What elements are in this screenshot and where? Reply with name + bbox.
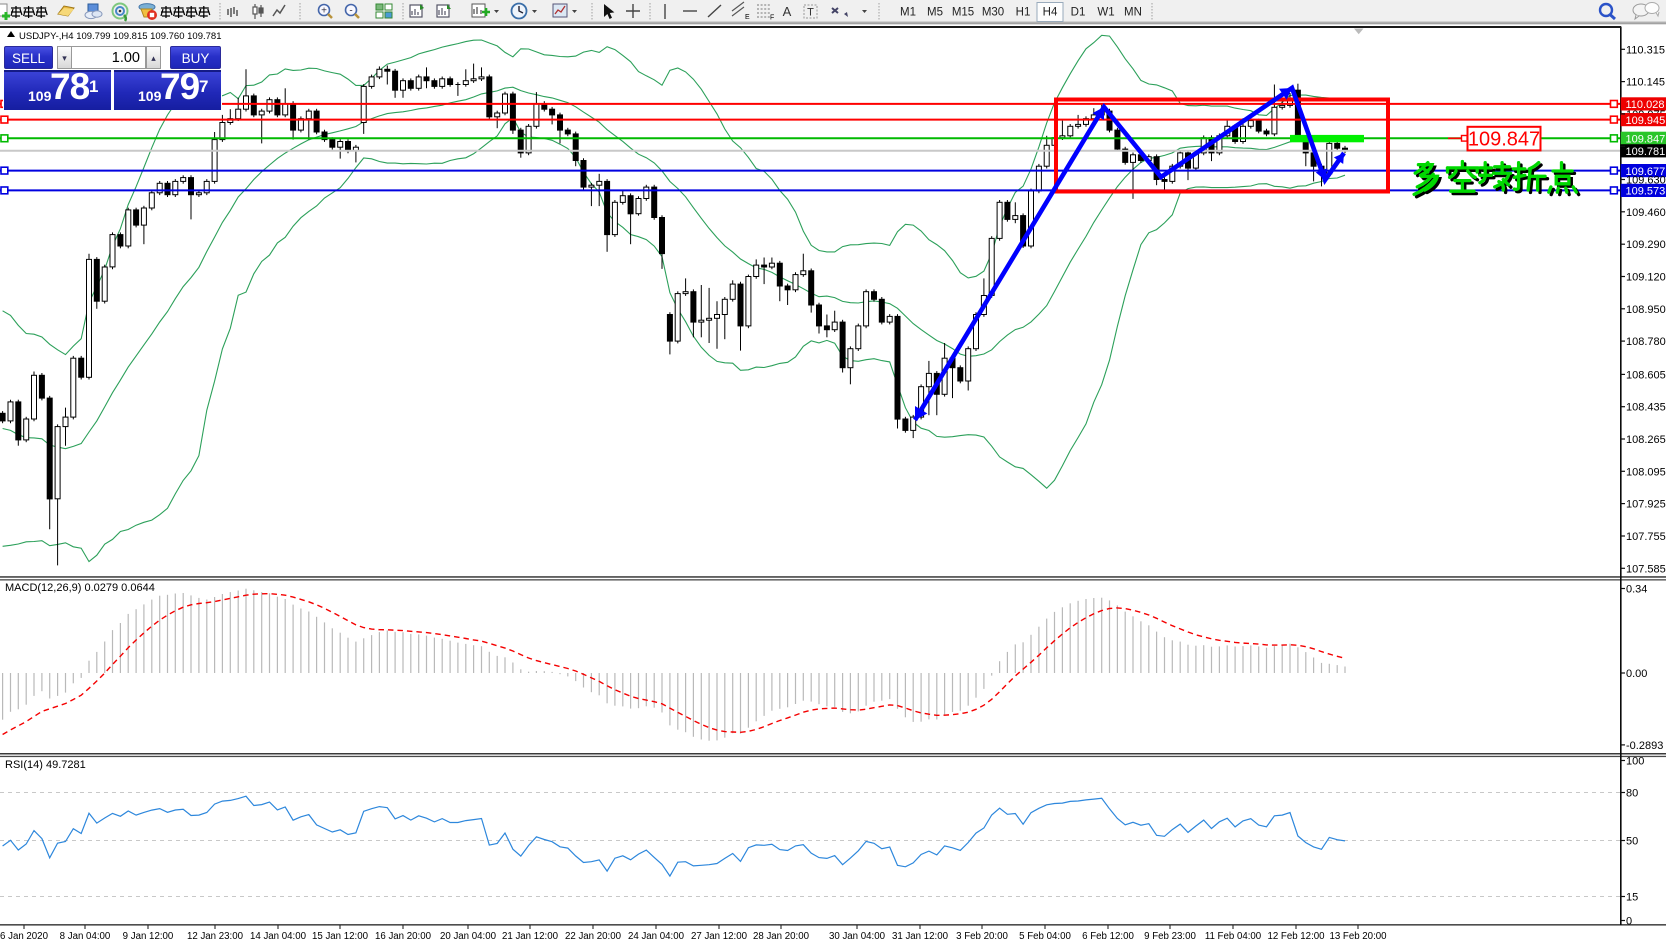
svg-text:108.605: 108.605 bbox=[1626, 369, 1666, 381]
svg-text:MACD(12,26,9) 0.0279 0.0644: MACD(12,26,9) 0.0279 0.0644 bbox=[5, 582, 155, 594]
svg-text:110.145: 110.145 bbox=[1626, 77, 1665, 89]
svg-text:28 Jan 20:00: 28 Jan 20:00 bbox=[753, 931, 810, 942]
svg-text:109.120: 109.120 bbox=[1626, 272, 1666, 284]
svg-text:0.34: 0.34 bbox=[1626, 584, 1647, 596]
svg-text:RSI(14) 49.7281: RSI(14) 49.7281 bbox=[5, 759, 86, 771]
svg-text:100: 100 bbox=[1626, 756, 1644, 768]
svg-text:107.755: 107.755 bbox=[1626, 531, 1666, 543]
svg-text:+: + bbox=[321, 6, 327, 17]
svg-text:109.847: 109.847 bbox=[1468, 129, 1540, 151]
svg-text:M15: M15 bbox=[952, 7, 974, 19]
svg-text:A: A bbox=[783, 4, 792, 19]
svg-text:6 Feb 12:00: 6 Feb 12:00 bbox=[1082, 931, 1134, 942]
svg-text:5 Feb 04:00: 5 Feb 04:00 bbox=[1019, 931, 1071, 942]
svg-text:109.573: 109.573 bbox=[1626, 186, 1666, 198]
svg-text:USDJPY-,H4 109.799 109.815 10: USDJPY-,H4 109.799 109.815 109.760 109.7… bbox=[19, 31, 221, 42]
svg-text:13 Feb 20:00: 13 Feb 20:00 bbox=[1329, 931, 1387, 942]
svg-text:M30: M30 bbox=[982, 7, 1004, 19]
svg-text:F: F bbox=[770, 15, 774, 22]
svg-text:12 Jan 23:00: 12 Jan 23:00 bbox=[187, 931, 244, 942]
svg-text:30 Jan 04:00: 30 Jan 04:00 bbox=[829, 931, 886, 942]
svg-text:15: 15 bbox=[1626, 892, 1638, 904]
svg-text:108.265: 108.265 bbox=[1626, 434, 1666, 446]
svg-text:110.028: 110.028 bbox=[1626, 99, 1665, 111]
svg-text:109.460: 109.460 bbox=[1626, 207, 1666, 219]
svg-text:21 Jan 12:00: 21 Jan 12:00 bbox=[502, 931, 559, 942]
svg-text:108.095: 108.095 bbox=[1626, 466, 1666, 478]
svg-text:H4: H4 bbox=[1043, 7, 1058, 19]
svg-text:109.847: 109.847 bbox=[1626, 134, 1666, 146]
svg-text:15 Jan 12:00: 15 Jan 12:00 bbox=[312, 931, 369, 942]
svg-text:-0.2893: -0.2893 bbox=[1626, 740, 1663, 752]
svg-text:D1: D1 bbox=[1071, 7, 1086, 19]
svg-text:11 Feb 04:00: 11 Feb 04:00 bbox=[1205, 931, 1262, 942]
svg-text:3 Feb 20:00: 3 Feb 20:00 bbox=[956, 931, 1008, 942]
svg-text:14 Jan 04:00: 14 Jan 04:00 bbox=[250, 931, 307, 942]
svg-text:50: 50 bbox=[1626, 836, 1638, 848]
svg-text:9 Jan 12:00: 9 Jan 12:00 bbox=[123, 931, 174, 942]
svg-text:E: E bbox=[745, 14, 750, 21]
svg-text:9 Feb 23:00: 9 Feb 23:00 bbox=[1144, 931, 1196, 942]
svg-text:MN: MN bbox=[1124, 7, 1142, 19]
svg-text:16 Jan 20:00: 16 Jan 20:00 bbox=[375, 931, 432, 942]
svg-text:80: 80 bbox=[1626, 788, 1638, 800]
svg-text:24 Jan 04:00: 24 Jan 04:00 bbox=[628, 931, 685, 942]
svg-text:31 Jan 12:00: 31 Jan 12:00 bbox=[892, 931, 949, 942]
svg-text:20 Jan 04:00: 20 Jan 04:00 bbox=[440, 931, 497, 942]
svg-text:27 Jan 12:00: 27 Jan 12:00 bbox=[691, 931, 748, 942]
svg-text:109.945: 109.945 bbox=[1626, 115, 1666, 127]
svg-text:107.925: 107.925 bbox=[1626, 499, 1666, 511]
svg-text:M5: M5 bbox=[927, 7, 943, 19]
svg-text:M1: M1 bbox=[900, 7, 916, 19]
svg-text:6 Jan 2020: 6 Jan 2020 bbox=[0, 931, 49, 942]
svg-text:H1: H1 bbox=[1016, 7, 1031, 19]
svg-text:109.630: 109.630 bbox=[1626, 175, 1666, 187]
svg-text:108.780: 108.780 bbox=[1626, 336, 1666, 348]
svg-text:8 Jan 04:00: 8 Jan 04:00 bbox=[60, 931, 111, 942]
svg-text:109.290: 109.290 bbox=[1626, 239, 1666, 251]
svg-text:12 Feb 12:00: 12 Feb 12:00 bbox=[1267, 931, 1325, 942]
svg-text:108.435: 108.435 bbox=[1626, 402, 1666, 414]
svg-text:109.677: 109.677 bbox=[1626, 166, 1666, 178]
svg-text:109.781: 109.781 bbox=[1626, 146, 1666, 158]
svg-text:107.585: 107.585 bbox=[1626, 563, 1666, 575]
svg-text:-: - bbox=[349, 6, 352, 17]
svg-text:108.950: 108.950 bbox=[1626, 304, 1666, 316]
svg-text:W1: W1 bbox=[1097, 7, 1114, 19]
svg-text:0: 0 bbox=[1626, 916, 1632, 928]
svg-text:T: T bbox=[807, 7, 814, 19]
svg-text:0.00: 0.00 bbox=[1626, 668, 1647, 680]
svg-text:22 Jan 20:00: 22 Jan 20:00 bbox=[565, 931, 622, 942]
svg-text:110.315: 110.315 bbox=[1626, 44, 1665, 56]
